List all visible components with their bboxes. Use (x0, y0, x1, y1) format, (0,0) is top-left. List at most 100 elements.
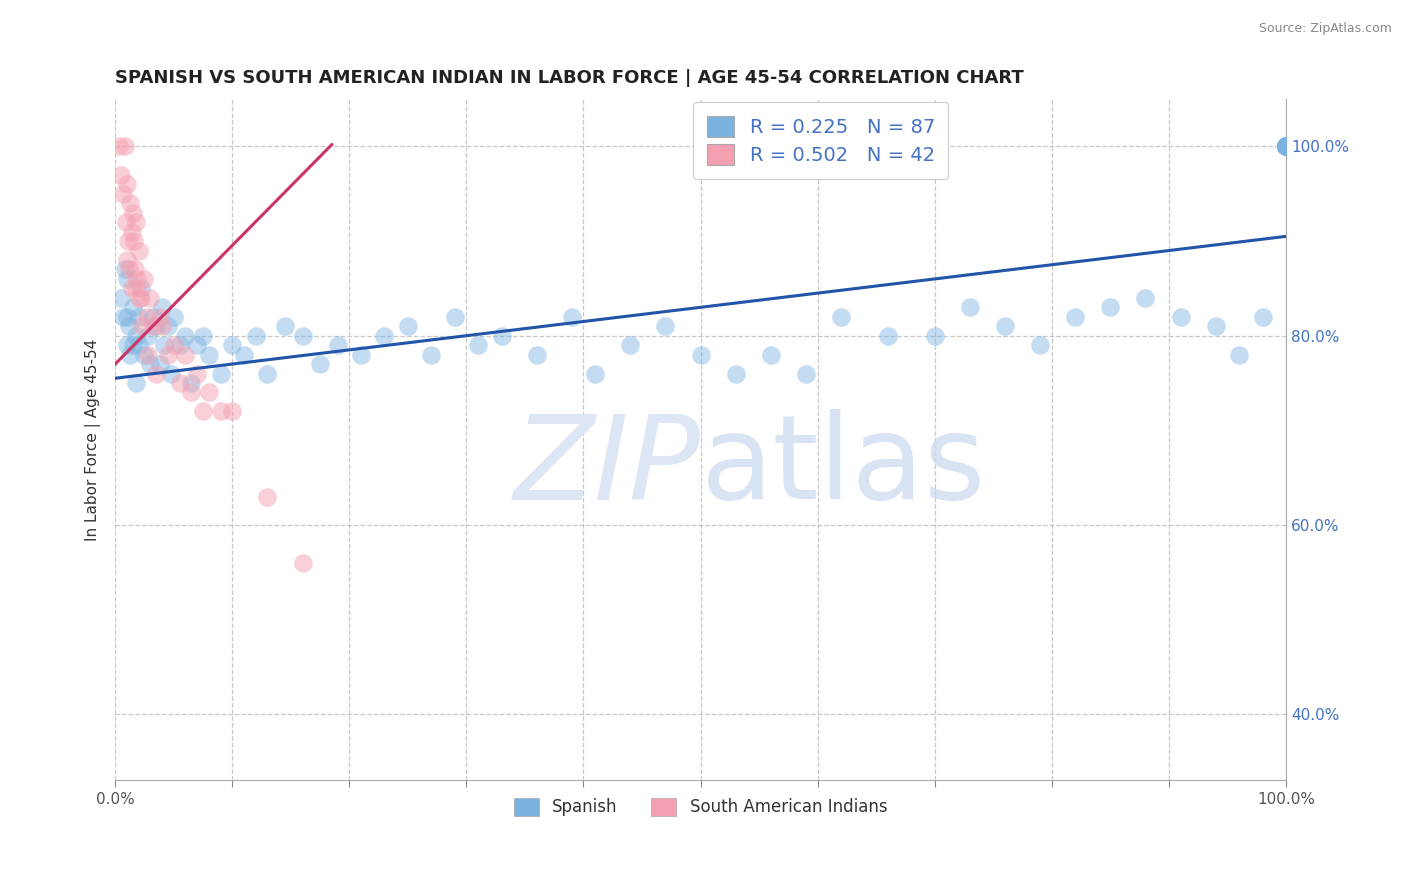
Point (128, 310, 150, 324)
Point (1099, 301, 1122, 315)
Point (110, 168, 132, 182)
Point (1227, 348, 1250, 362)
Point (122, 234, 145, 248)
Point (1275, 139, 1298, 153)
Point (1275, 139, 1298, 153)
Point (163, 338, 186, 352)
Point (125, 215, 148, 229)
Point (191, 328, 214, 343)
Point (149, 357, 172, 371)
Point (114, 262, 136, 277)
Point (198, 385, 221, 400)
Point (198, 348, 221, 362)
Y-axis label: In Labor Force | Age 45-54: In Labor Force | Age 45-54 (86, 339, 101, 541)
Point (994, 319, 1017, 334)
Point (561, 310, 583, 324)
Point (120, 196, 142, 211)
Point (326, 338, 349, 352)
Point (959, 301, 981, 315)
Point (350, 348, 373, 362)
Point (1275, 139, 1298, 153)
Point (583, 367, 606, 381)
Point (526, 348, 548, 362)
Point (124, 262, 146, 277)
Point (1275, 139, 1298, 153)
Point (443, 310, 465, 324)
Point (759, 348, 782, 362)
Point (163, 310, 186, 324)
Point (1275, 139, 1298, 153)
Point (180, 385, 202, 400)
Point (1275, 139, 1298, 153)
Point (136, 328, 159, 343)
Point (121, 301, 143, 315)
Point (118, 262, 141, 277)
Point (221, 404, 243, 418)
Point (256, 490, 278, 504)
Point (420, 348, 443, 362)
Point (149, 310, 172, 324)
Point (174, 348, 197, 362)
Point (654, 319, 676, 334)
Point (153, 338, 176, 352)
Legend: Spanish, South American Indians: Spanish, South American Indians (508, 791, 894, 823)
Point (169, 376, 191, 390)
Point (491, 328, 513, 343)
Point (1170, 310, 1192, 324)
Point (186, 367, 208, 381)
Point (150, 301, 173, 315)
Point (724, 367, 747, 381)
Point (117, 234, 139, 248)
Point (1135, 291, 1157, 305)
Point (1275, 139, 1298, 153)
Point (169, 338, 191, 352)
Point (830, 310, 852, 324)
Point (127, 272, 149, 286)
Point (121, 205, 143, 219)
Point (467, 338, 489, 352)
Point (396, 319, 419, 334)
Point (142, 310, 165, 324)
Point (1064, 310, 1087, 324)
Point (180, 376, 202, 390)
Point (107, 139, 129, 153)
Point (245, 328, 267, 343)
Point (309, 357, 332, 371)
Text: Source: ZipAtlas.com: Source: ZipAtlas.com (1258, 22, 1392, 36)
Point (128, 291, 150, 305)
Point (121, 281, 143, 295)
Point (145, 367, 167, 381)
Point (233, 348, 256, 362)
Point (114, 215, 136, 229)
Point (135, 310, 157, 324)
Point (136, 348, 159, 362)
Point (209, 404, 232, 418)
Point (150, 319, 173, 334)
Point (1275, 139, 1298, 153)
Point (877, 328, 900, 343)
Point (209, 367, 232, 381)
Point (274, 319, 297, 334)
Point (134, 272, 156, 286)
Text: atlas: atlas (700, 409, 986, 524)
Point (221, 338, 243, 352)
Point (115, 178, 138, 192)
Point (1275, 139, 1298, 153)
Point (134, 348, 156, 362)
Point (128, 338, 150, 352)
Point (1275, 139, 1298, 153)
Point (1275, 139, 1298, 153)
Point (139, 357, 162, 371)
Point (139, 291, 162, 305)
Point (256, 367, 278, 381)
Point (373, 328, 395, 343)
Point (689, 348, 711, 362)
Point (1275, 139, 1298, 153)
Point (125, 376, 148, 390)
Point (174, 328, 197, 343)
Point (121, 225, 143, 239)
Text: SPANISH VS SOUTH AMERICAN INDIAN IN LABOR FORCE | AGE 45-54 CORRELATION CHART: SPANISH VS SOUTH AMERICAN INDIAN IN LABO… (115, 69, 1024, 87)
Point (1029, 338, 1052, 352)
Point (1275, 139, 1298, 153)
Point (112, 186, 135, 201)
